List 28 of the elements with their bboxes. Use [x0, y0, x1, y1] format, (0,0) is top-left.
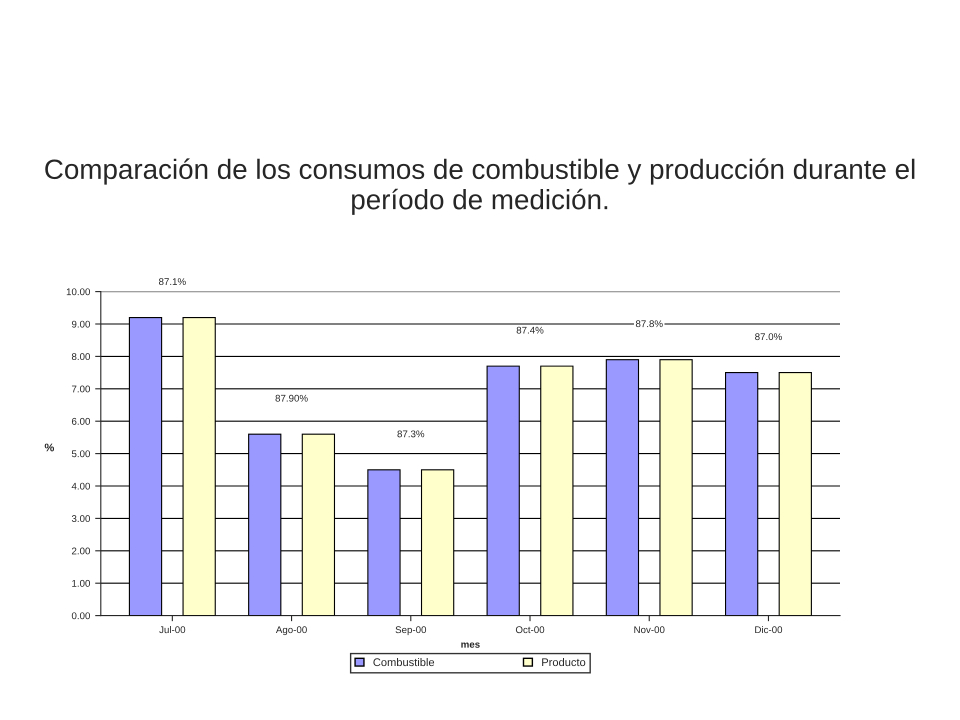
chart-title: Comparación de los consumos de combustible y producción durante el período de medición.	[45, 158, 914, 215]
y-tick-label: 2.00	[72, 548, 90, 554]
y-tick-label: 1.00	[72, 580, 90, 587]
text: 87.1%	[158, 278, 186, 286]
y-axis-title: %	[44, 444, 54, 452]
y-tick-label: 10.00	[66, 288, 90, 296]
y-tick-label: 3.00	[72, 515, 90, 522]
x-axis-title: mes	[461, 642, 480, 648]
y-tick-label: 5.00	[72, 450, 90, 458]
x-tick-label: Oct-00	[516, 626, 544, 634]
annotation: 87.3%	[397, 430, 424, 438]
x-tick-label: Jul-00	[159, 626, 186, 634]
annotation: 87.90%	[276, 394, 308, 402]
annotation: 87.8%	[636, 320, 663, 328]
y-tick-label: 4.00	[72, 482, 90, 490]
x-tick-label: Nov-00	[634, 626, 665, 634]
x-tick-label: Dic-00	[755, 626, 782, 634]
x-tick-label: Sep-00	[396, 626, 426, 636]
y-tick-label: 6.00	[72, 418, 90, 425]
y-tick-label: 8.00	[72, 353, 90, 360]
y-tick-label: 0.00	[72, 612, 90, 620]
x-tick-label: Ago-00	[276, 626, 307, 636]
y-tick-label: 9.00	[72, 320, 90, 328]
annotation: 87.4%	[516, 326, 544, 334]
y-tick-label: 7.00	[72, 386, 90, 392]
annotation: 87.0%	[755, 333, 782, 340]
legend-label: Producto	[542, 658, 586, 666]
legend-label: Combustible	[373, 658, 434, 666]
